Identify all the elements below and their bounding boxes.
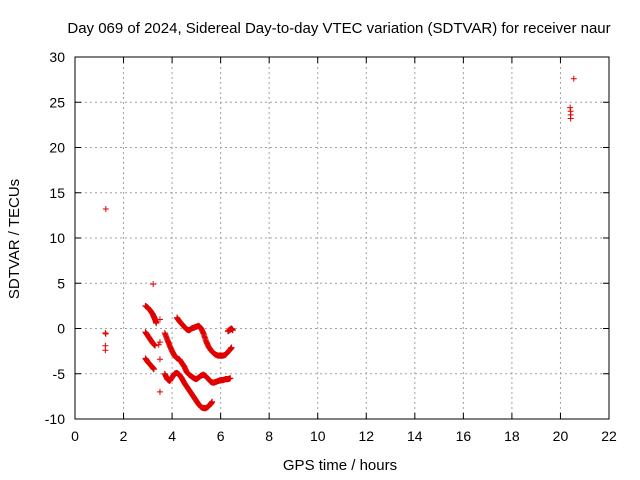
data-points — [102, 75, 577, 412]
data-point — [102, 330, 109, 337]
x-tick-label: 18 — [504, 428, 520, 444]
x-tick-label: 4 — [168, 428, 176, 444]
x-tick-label: 20 — [553, 428, 569, 444]
y-tick-label: 0 — [57, 321, 65, 337]
x-tick-label: 0 — [71, 428, 79, 444]
y-tick-label: 30 — [49, 49, 65, 65]
data-point-track-3 — [150, 366, 157, 373]
data-point — [567, 115, 574, 122]
x-tick-label: 22 — [601, 428, 617, 444]
chart-title: Day 069 of 2024, Sidereal Day-to-day VTE… — [67, 20, 610, 37]
x-tick-label: 2 — [120, 428, 128, 444]
y-tick-label: -10 — [45, 411, 65, 427]
x-tick-label: 8 — [265, 428, 273, 444]
data-point-track-6 — [209, 398, 216, 405]
data-point — [102, 347, 109, 354]
x-tick-label: 6 — [217, 428, 225, 444]
x-tick-label: 12 — [358, 428, 374, 444]
data-point — [156, 388, 163, 395]
x-axis-label: GPS time / hours — [283, 457, 397, 474]
grid — [75, 57, 609, 419]
y-tick-label: 10 — [49, 230, 65, 246]
y-tick-label: 25 — [49, 94, 65, 110]
y-axis-label: SDTVAR / TECUs — [6, 179, 23, 299]
axis-ticks: 0 2 4 6 8 10 12 14 16 18 20 22 -10 -5 0 5 10 15 20 25 30 — [45, 49, 617, 444]
data-point-track-4 — [227, 375, 234, 382]
y-tick-label: 20 — [49, 140, 65, 156]
data-point — [570, 75, 577, 82]
data-point — [156, 339, 163, 346]
data-point-track-7 — [229, 327, 236, 334]
y-tick-label: 5 — [57, 275, 65, 291]
data-point — [102, 206, 109, 213]
y-tick-label: 15 — [49, 185, 65, 201]
x-tick-label: 16 — [456, 428, 472, 444]
data-point-track-2 — [152, 342, 159, 349]
plot-frame — [74, 56, 610, 420]
data-point — [150, 281, 157, 288]
x-tick-label: 10 — [310, 428, 326, 444]
data-point — [156, 356, 163, 363]
data-point-track-5 — [228, 344, 235, 351]
data-point-track-1 — [153, 320, 160, 327]
y-tick-label: -5 — [53, 366, 66, 382]
x-tick-label: 14 — [407, 428, 423, 444]
